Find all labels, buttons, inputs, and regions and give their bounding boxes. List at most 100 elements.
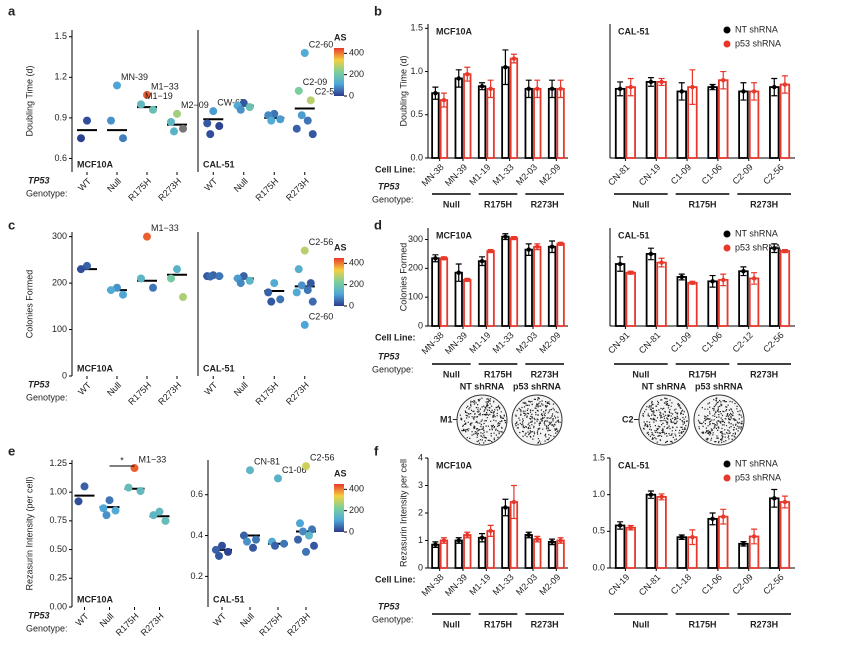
y-tick-label: 1.5 [410, 23, 423, 33]
row-label: TP53 [378, 351, 400, 361]
x-tick-label: WT [202, 380, 219, 397]
data-point [124, 483, 133, 492]
bar-cap-dot [549, 244, 555, 249]
data-point [292, 124, 301, 133]
bar-cap-dot [690, 84, 695, 90]
y-tick-label: 2 [418, 507, 423, 517]
bar [463, 534, 472, 569]
bar [524, 534, 533, 569]
subplot-title: CAL-51 [618, 230, 650, 240]
bar-cap-dot [772, 84, 777, 90]
bar [501, 506, 510, 569]
bar [707, 280, 718, 327]
y-tick-label: 100 [52, 324, 67, 334]
x-tick-label: Null [232, 380, 250, 398]
y-tick-label: 1.2 [54, 72, 67, 82]
data-point [300, 48, 309, 57]
legend-marker [723, 40, 731, 48]
bar [556, 87, 565, 159]
bar-cap-dot [465, 532, 470, 538]
y-tick-label: 1.0 [410, 66, 423, 76]
data-point [245, 103, 254, 112]
colorbar-tick-label: 0 [349, 300, 354, 310]
data-point [105, 496, 114, 505]
bar-cap-dot [659, 260, 664, 265]
bar-cap-dot [503, 234, 508, 239]
data-point [300, 320, 309, 329]
bar-cap-dot [503, 65, 508, 70]
bar-cap-dot [535, 536, 540, 542]
data-point [215, 272, 224, 281]
x-tick-label: MN-38 [420, 330, 446, 356]
bar [779, 83, 791, 159]
x-tick-label: M1-19 [467, 162, 492, 187]
x-tick-label: WT [202, 176, 219, 193]
row-label: Cell Line: [375, 332, 416, 342]
panel-label: a [8, 3, 16, 18]
data-point [107, 116, 115, 125]
data-point [203, 119, 212, 128]
data-point [240, 531, 248, 540]
point-label: M2−09 [181, 100, 209, 110]
y-tick-label: 0.2 [190, 571, 203, 581]
bar [707, 86, 718, 159]
data-point [149, 283, 157, 292]
data-point [137, 100, 145, 109]
row-label: TP53 [28, 379, 50, 389]
data-point [173, 265, 181, 274]
y-tick-label: 300 [52, 231, 67, 241]
x-tick-label: M1-33 [491, 330, 516, 355]
bar [547, 87, 557, 159]
bar [509, 237, 519, 327]
colorbar [334, 484, 344, 532]
y-axis-label: Colonies Formed [24, 270, 34, 339]
x-tick-label: M2-03 [514, 162, 539, 187]
data-point [306, 279, 315, 288]
colony-well [693, 394, 745, 446]
data-point [149, 105, 157, 114]
x-tick-label: WT [74, 611, 91, 628]
x-tick-label: M2-09 [537, 162, 562, 187]
data-point [245, 276, 254, 285]
x-tick-label: R273H [285, 611, 312, 638]
colorbar-tick-label: 0 [349, 90, 354, 100]
bar-cap-dot [488, 528, 493, 534]
x-tick-label: MN-38 [420, 162, 446, 188]
data-point [119, 290, 127, 299]
bar-cap-dot [479, 535, 485, 540]
y-tick-label: 0.50 [49, 544, 67, 554]
data-point [302, 462, 310, 471]
y-axis-label: Doubling Time (d) [398, 55, 408, 126]
image-column-label: p53 shRNA [513, 381, 562, 391]
subplot-title: MCF10A [77, 159, 114, 169]
x-tick-label: M2-03 [514, 572, 539, 597]
bar [748, 90, 760, 159]
data-point [74, 497, 83, 506]
bar [779, 501, 791, 569]
y-tick-label: 0 [418, 320, 423, 330]
panel-label: b [374, 3, 382, 18]
bar [547, 540, 557, 569]
x-tick-label: R175H [126, 380, 153, 407]
data-point [308, 525, 316, 534]
data-point [215, 122, 224, 131]
subplot-title: CAL-51 [618, 26, 650, 36]
bar-cap-dot [526, 86, 531, 92]
bar [738, 90, 749, 159]
y-tick-label: 0.25 [49, 573, 67, 583]
row-label: TP53 [28, 175, 50, 185]
x-tick-label: C1-09 [669, 330, 693, 354]
bar-cap-dot [456, 538, 461, 543]
bar [769, 86, 780, 159]
y-tick-label: 1 [418, 535, 423, 545]
genotype-label: R273H [750, 199, 778, 209]
subplot-title: CAL-51 [203, 363, 235, 373]
bar [748, 277, 760, 327]
x-tick-label: R273H [156, 176, 183, 203]
data-point [308, 297, 317, 306]
data-point [246, 466, 254, 475]
y-tick-label: 4 [418, 452, 423, 462]
x-tick-label: MN-38 [420, 572, 446, 598]
bar [614, 263, 626, 327]
x-tick-label: R175H [257, 611, 284, 638]
